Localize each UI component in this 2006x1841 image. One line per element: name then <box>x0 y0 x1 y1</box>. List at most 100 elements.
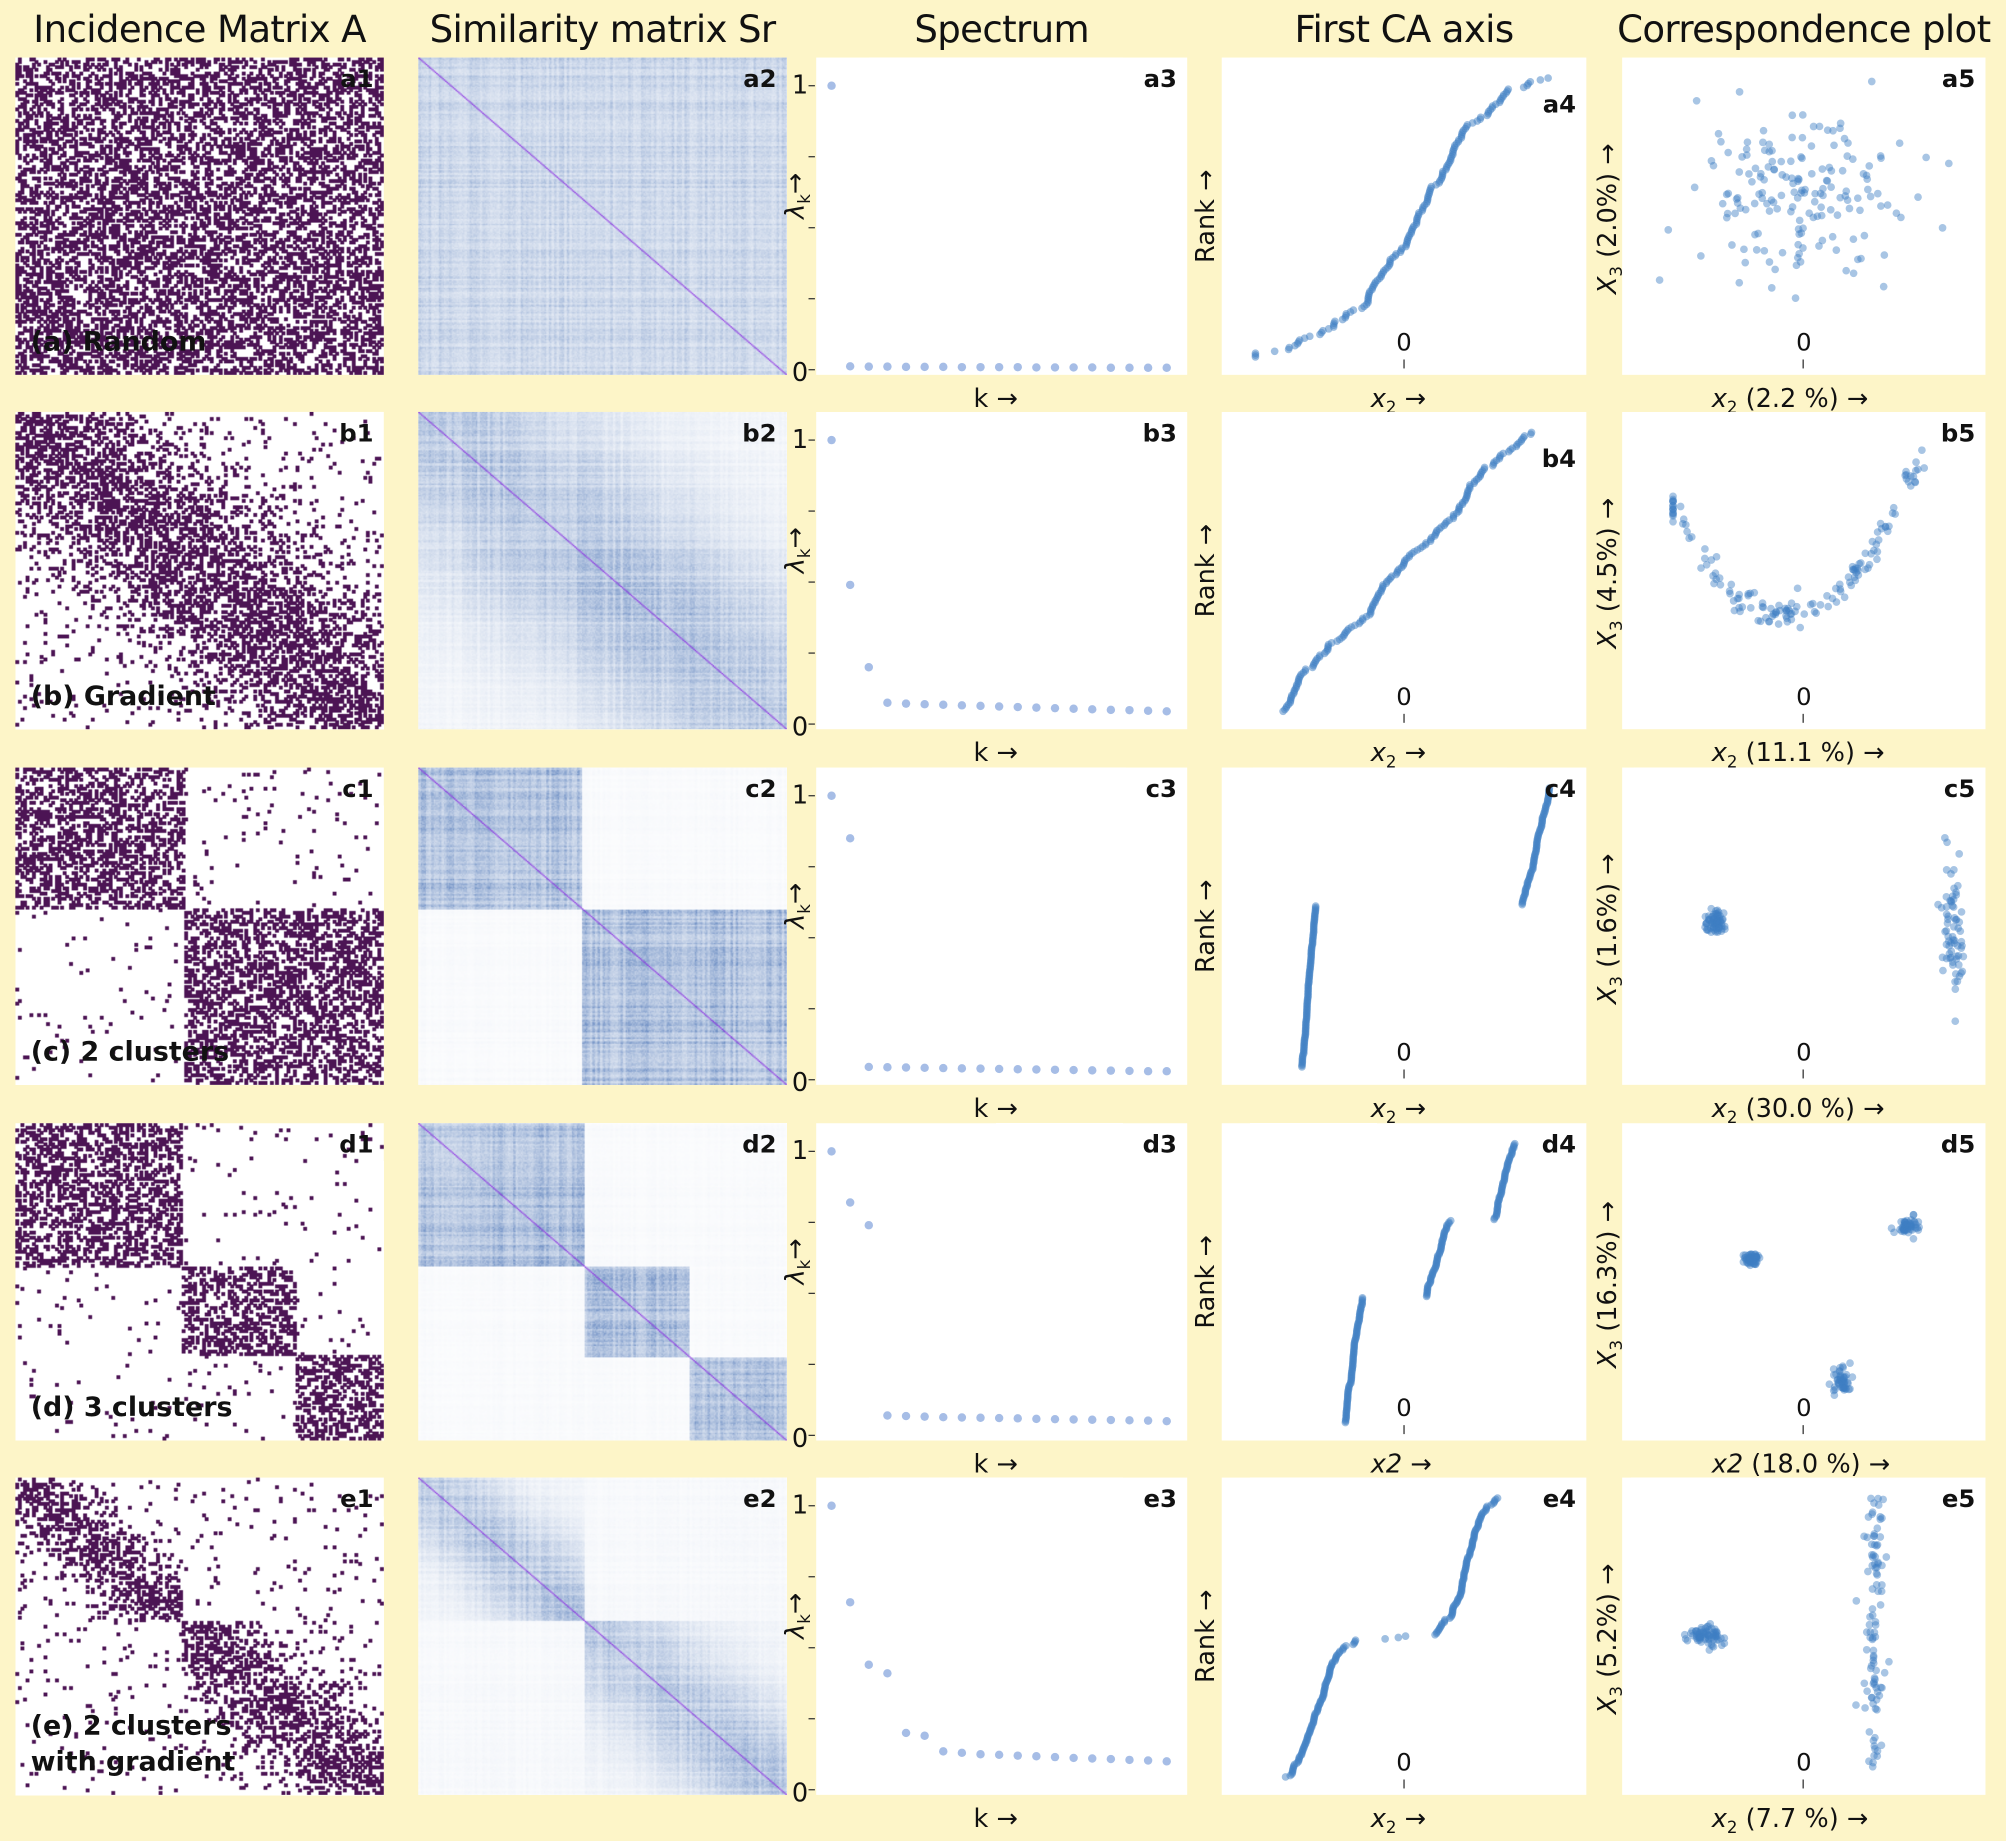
correspondence-point <box>1793 194 1802 202</box>
incidence-matrix-panel: c1 (c) 2 clusters <box>15 767 384 1085</box>
lambda-symbol: λ <box>779 913 810 929</box>
correspondence-point <box>1871 1733 1879 1742</box>
panel-id: d2 <box>742 1130 777 1160</box>
correspondence-point <box>1861 1704 1869 1712</box>
correspondence-point <box>1847 581 1856 590</box>
correspondence-point <box>1907 1223 1915 1231</box>
correspondence-point <box>1873 555 1881 564</box>
k-axis-label: k → <box>973 736 1018 768</box>
correspondence-point <box>1712 907 1720 915</box>
correspondence-point <box>1701 923 1709 932</box>
correspondence-point <box>1707 919 1716 927</box>
spectrum-point <box>1032 363 1041 372</box>
spectrum-point <box>920 1063 929 1073</box>
correspondence-point <box>1694 1633 1703 1642</box>
correspondence-point <box>1746 1254 1755 1263</box>
correspondence-point <box>1945 954 1954 963</box>
correspondence-point <box>1772 608 1780 616</box>
similarity-matrix-panel: b2 <box>418 411 787 730</box>
correspondence-point <box>1914 1218 1923 1226</box>
correspondence-point <box>1713 916 1722 925</box>
correspondence-point <box>1782 614 1791 623</box>
correspondence-point <box>1697 564 1705 572</box>
correspondence-point <box>1807 169 1816 178</box>
spectrum-point <box>1013 362 1022 372</box>
correspondence-point <box>1744 591 1753 600</box>
correspondence-point <box>1707 556 1716 564</box>
correspondence-point <box>1714 908 1723 917</box>
similarity-matrix <box>418 411 787 730</box>
correspondence-point <box>1746 1253 1755 1262</box>
spectrum-point <box>1162 1416 1171 1426</box>
correspondence-point <box>1942 910 1951 919</box>
correspondence-point <box>1728 241 1736 249</box>
correspondence-point <box>1713 910 1722 918</box>
correspondence-point <box>1816 189 1825 198</box>
correspondence-point <box>1722 190 1731 199</box>
correspondence-point <box>1900 1225 1909 1233</box>
row-label-line: (a) Random <box>30 326 207 357</box>
incidence-matrix-panel: d1 (d) 3 clusters <box>15 1123 384 1441</box>
correspondence-point <box>1709 1635 1718 1644</box>
spectrum-point <box>845 1198 855 1207</box>
correspondence-point <box>1702 1630 1711 1638</box>
correspondence-point <box>1758 194 1767 203</box>
spectrum-point <box>1088 1066 1097 1075</box>
spectrum-point <box>920 362 929 372</box>
correspondence-point <box>1711 1630 1720 1638</box>
correspondence-point <box>1864 185 1872 194</box>
correspondence-point <box>1786 610 1795 619</box>
axis-suffix: (30.0 %) → <box>1737 1092 1885 1124</box>
ca-point <box>1305 332 1314 341</box>
lambda-axis-label: λk→ <box>779 164 815 228</box>
correspondence-point <box>1877 1683 1885 1692</box>
correspondence-point <box>1738 603 1747 611</box>
correspondence-point <box>1952 915 1961 924</box>
correspondence-point <box>1745 1256 1753 1265</box>
correspondence-point <box>1718 922 1726 930</box>
correspondence-point <box>1841 1373 1850 1381</box>
correspondence-point <box>1945 937 1953 945</box>
correspondence-point <box>1900 1225 1908 1234</box>
correspondence-point <box>1752 1253 1761 1262</box>
correspondence-point <box>1714 923 1723 932</box>
correspondence-point <box>1787 207 1795 216</box>
correspondence-point <box>1873 1524 1882 1533</box>
correspondence-point <box>1951 916 1960 924</box>
correspondence-point <box>1705 1631 1713 1640</box>
correspondence-point <box>1862 1628 1871 1636</box>
y-tick-label-one: 1 <box>791 423 809 455</box>
correspondence-point <box>1745 170 1753 178</box>
correspondence-point <box>1760 146 1769 155</box>
correspondence-point <box>1865 1620 1874 1629</box>
correspondence-point <box>1950 923 1958 931</box>
correspondence-point <box>1839 1375 1847 1384</box>
correspondence-point <box>1869 1551 1878 1559</box>
correspondence-point <box>1889 503 1898 512</box>
correspondence-point <box>1839 1384 1848 1392</box>
correspondence-point <box>1870 1532 1879 1541</box>
origin-tick: 0 <box>1791 1394 1817 1435</box>
correspondence-point <box>1836 1374 1845 1382</box>
correspondence-point <box>1676 502 1685 511</box>
correspondence-point <box>1813 212 1822 221</box>
lambda-symbol: λ <box>779 1269 810 1285</box>
correspondence-point <box>1782 612 1790 620</box>
spectrum-point <box>864 1660 874 1670</box>
correspondence-point <box>1945 949 1954 958</box>
panel-id: c3 <box>1145 775 1177 804</box>
axis-subscript: 2 <box>1726 753 1738 773</box>
correspondence-point <box>1885 1657 1893 1666</box>
correspondence-point <box>1681 520 1690 529</box>
corr-x-axis-label: x2 (18.0 %) → <box>1712 1448 1891 1479</box>
lambda-axis-label: λk→ <box>779 518 815 582</box>
ca-point <box>1520 432 1529 440</box>
correspondence-point <box>1865 1728 1874 1736</box>
correspondence-point <box>1901 1225 1909 1234</box>
spectrum-point <box>827 435 836 445</box>
origin-tick: 0 <box>1791 683 1817 723</box>
correspondence-point <box>1727 580 1736 589</box>
spectrum-point <box>1032 703 1041 712</box>
correspondence-point <box>1703 925 1712 934</box>
correspondence-point <box>1902 1226 1911 1234</box>
